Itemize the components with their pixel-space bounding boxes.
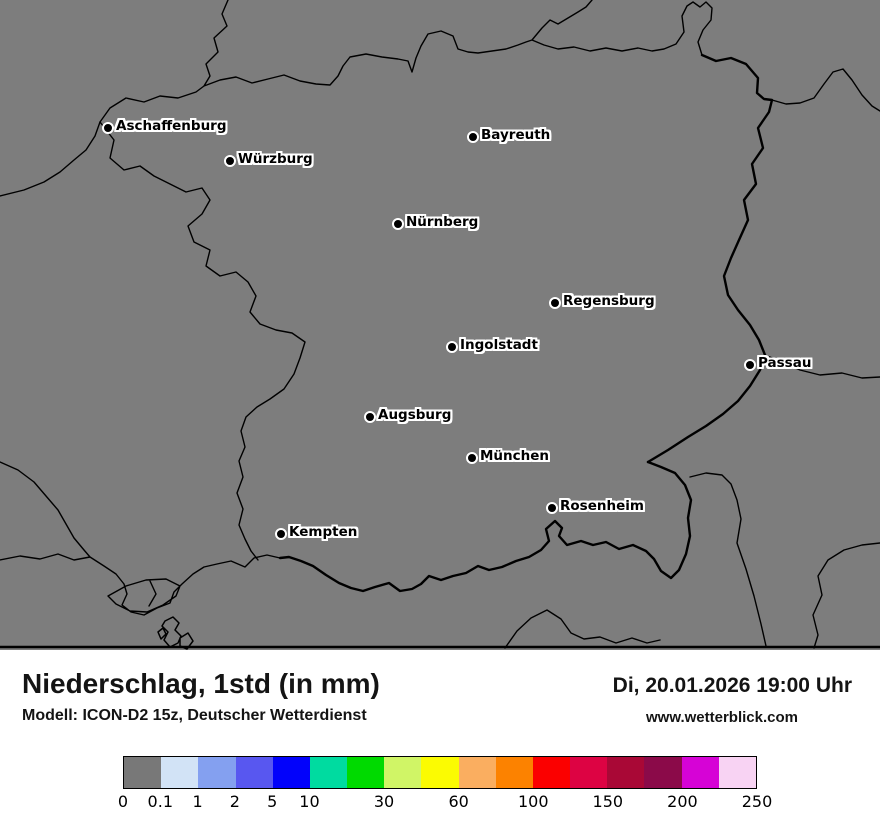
city-dot-icon [224,155,236,167]
map-title: Niederschlag, 1std (in mm) [22,668,380,699]
model-info: Modell: ICON-D2 15z, Deutscher Wetterdie… [22,707,367,724]
border-lines-layer [0,0,880,650]
city-dot-icon [446,341,458,353]
colorbar-segment [681,757,719,788]
city-dot-icon [392,218,404,230]
colorbar-segment [607,757,645,788]
city-label: Aschaffenburg [116,118,227,134]
colorbar-segment [384,757,422,788]
lake-outlines [157,616,194,650]
city-label: Augsburg [378,407,452,423]
colorbar-tick-label: 10 [299,792,320,811]
city-label: Bayreuth [481,127,551,143]
colorbar-segment [532,757,571,788]
colorbar-tick-label: 5 [267,792,278,811]
city-dot-icon [102,122,114,134]
colorbar-tick-label: 150 [592,792,624,811]
weather-map: Aschaffenburg Würzburg Bayreuth Nürnberg Reg… [0,0,880,650]
colorbar-tick-label: 0 [117,792,129,811]
website-url: www.wetterblick.com [646,709,798,726]
state-borders [0,0,880,649]
colorbar-segment [235,757,273,788]
colorbar-segment [309,757,348,788]
city-label: Kempten [289,524,358,540]
city-dot-icon [364,411,376,423]
colorbar-tick-label: 2 [229,792,240,811]
colorbar-segment [458,757,496,788]
city-label: Rosenheim [560,498,644,514]
city-dot-icon [466,452,478,464]
city-dot-icon [546,502,558,514]
city-label: Passau [758,355,812,371]
colorbar-tick-label: 1 [192,792,203,811]
colorbar-tick-label: 100 [517,792,549,811]
datetime-label: Di, 20.01.2026 19:00 Uhr [612,674,852,697]
precipitation-colorbar [123,756,757,789]
colorbar-segment [272,757,310,788]
colorbar-segment [161,757,199,788]
colorbar-segment [644,757,682,788]
colorbar-tick-label: 30 [373,792,395,811]
colorbar-segment [198,757,236,788]
city-dot-icon [744,359,756,371]
city-dot-icon [549,297,561,309]
colorbar-tick-label: 250 [741,792,773,811]
colorbar-segment [718,757,756,788]
colorbar-segment [124,757,162,788]
colorbar-tick-label: 0.1 [147,792,174,811]
city-label: Regensburg [563,293,655,309]
city-dot-icon [275,528,287,540]
colorbar-tick-label: 200 [667,792,698,811]
city-label: Nürnberg [406,214,479,230]
national-borders [278,53,774,593]
colorbar-tick-label: 60 [448,792,469,811]
city-label: Ingolstadt [460,337,538,353]
colorbar-segment [421,757,459,788]
colorbar-segment [495,757,533,788]
colorbar-segment [570,757,608,788]
city-label: München [480,448,550,464]
city-dot-icon [467,131,479,143]
colorbar-segment [347,757,385,788]
city-label: Würzburg [238,151,313,167]
